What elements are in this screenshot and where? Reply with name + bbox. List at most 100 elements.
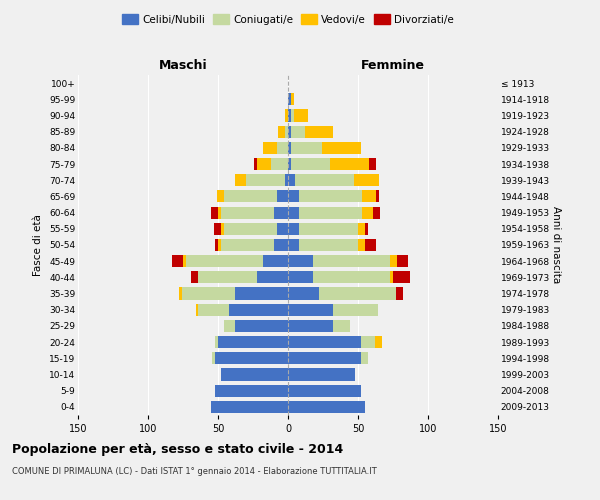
Bar — [285, 174, 288, 186]
Bar — [285, 110, 288, 122]
Bar — [221, 206, 274, 218]
Bar — [390, 272, 393, 283]
Bar — [305, 126, 333, 138]
Bar — [235, 288, 288, 300]
Bar — [299, 239, 358, 251]
Bar — [217, 190, 224, 202]
Bar — [221, 239, 274, 251]
Bar — [362, 190, 376, 202]
Bar — [295, 174, 354, 186]
Bar — [186, 255, 263, 268]
Bar — [288, 336, 361, 348]
Bar — [354, 174, 379, 186]
Legend: Celibi/Nubili, Coniugati/e, Vedovi/e, Divorziati/e: Celibi/Nubili, Coniugati/e, Vedovi/e, Di… — [118, 10, 458, 29]
Bar — [211, 206, 218, 218]
Bar — [393, 272, 410, 283]
Bar — [214, 222, 221, 235]
Bar — [375, 336, 382, 348]
Bar — [263, 142, 277, 154]
Bar — [288, 110, 291, 122]
Bar — [263, 255, 288, 268]
Bar — [288, 126, 291, 138]
Bar — [396, 288, 403, 300]
Bar — [288, 288, 319, 300]
Bar — [218, 206, 221, 218]
Bar — [235, 320, 288, 332]
Y-axis label: Fasce di età: Fasce di età — [34, 214, 43, 276]
Bar — [330, 158, 369, 170]
Bar — [288, 272, 313, 283]
Bar — [254, 158, 257, 170]
Bar — [288, 239, 299, 251]
Bar — [365, 239, 376, 251]
Text: COMUNE DI PRIMALUNA (LC) - Dati ISTAT 1° gennaio 2014 - Elaborazione TUTTITALIA.: COMUNE DI PRIMALUNA (LC) - Dati ISTAT 1°… — [12, 468, 377, 476]
Bar — [288, 222, 299, 235]
Bar — [288, 93, 291, 106]
Bar — [319, 288, 396, 300]
Bar — [288, 384, 361, 397]
Bar — [221, 222, 224, 235]
Bar — [288, 368, 355, 380]
Bar — [215, 239, 218, 251]
Bar — [229, 304, 288, 316]
Bar — [288, 255, 313, 268]
Bar — [211, 401, 288, 413]
Bar — [274, 239, 288, 251]
Bar — [199, 304, 229, 316]
Bar — [288, 401, 365, 413]
Bar — [288, 320, 333, 332]
Bar — [246, 174, 285, 186]
Bar — [376, 190, 379, 202]
Bar — [218, 239, 221, 251]
Bar — [235, 174, 246, 186]
Bar — [291, 110, 293, 122]
Bar — [179, 288, 182, 300]
Bar — [288, 142, 291, 154]
Bar — [277, 142, 288, 154]
Bar — [257, 158, 271, 170]
Bar — [397, 255, 409, 268]
Bar — [277, 222, 288, 235]
Bar — [172, 255, 183, 268]
Bar — [288, 352, 361, 364]
Bar — [361, 336, 375, 348]
Bar — [358, 222, 365, 235]
Bar — [299, 222, 358, 235]
Bar — [191, 272, 199, 283]
Y-axis label: Anni di nascita: Anni di nascita — [551, 206, 561, 284]
Bar — [224, 190, 277, 202]
Bar — [369, 158, 376, 170]
Bar — [271, 158, 288, 170]
Bar — [291, 158, 330, 170]
Bar — [288, 304, 333, 316]
Bar — [333, 320, 350, 332]
Bar — [221, 368, 288, 380]
Bar — [257, 272, 288, 283]
Bar — [218, 336, 288, 348]
Bar — [299, 190, 362, 202]
Bar — [215, 384, 288, 397]
Bar — [224, 320, 235, 332]
Bar — [288, 158, 291, 170]
Bar — [358, 239, 365, 251]
Bar — [182, 288, 235, 300]
Bar — [215, 336, 218, 348]
Bar — [313, 272, 390, 283]
Bar — [199, 272, 257, 283]
Bar — [313, 255, 390, 268]
Bar — [196, 304, 199, 316]
Bar — [365, 222, 368, 235]
Bar — [299, 206, 362, 218]
Text: Maschi: Maschi — [158, 59, 208, 72]
Bar — [215, 352, 288, 364]
Bar — [390, 255, 397, 268]
Bar — [288, 174, 295, 186]
Bar — [278, 126, 285, 138]
Bar — [288, 206, 299, 218]
Bar — [224, 222, 277, 235]
Bar — [333, 304, 377, 316]
Bar — [291, 126, 305, 138]
Bar — [274, 206, 288, 218]
Bar — [285, 126, 288, 138]
Bar — [288, 190, 299, 202]
